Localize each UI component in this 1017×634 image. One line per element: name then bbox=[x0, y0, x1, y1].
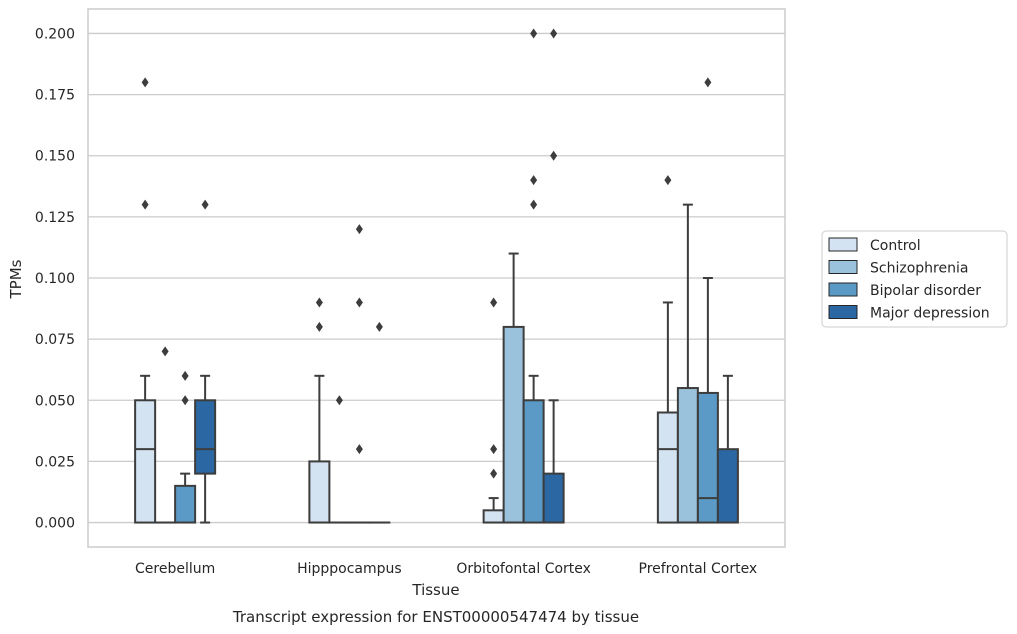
box-body bbox=[656, 411, 679, 524]
box-layer bbox=[134, 203, 739, 524]
box-body bbox=[134, 399, 157, 524]
outlier-point bbox=[335, 395, 343, 406]
outlier-point bbox=[530, 175, 538, 186]
x-tick-label: Prefrontal Cortex bbox=[639, 561, 758, 577]
outlier-point bbox=[530, 199, 538, 210]
y-tick-label: 0.100 bbox=[35, 271, 75, 287]
box-body bbox=[308, 460, 331, 524]
y-tick-label: 0.025 bbox=[35, 454, 75, 470]
outlier-point bbox=[201, 199, 209, 210]
legend-label: Bipolar disorder bbox=[870, 283, 981, 299]
outlier-layer bbox=[141, 28, 712, 479]
legend-swatch bbox=[828, 260, 858, 274]
y-tick-label: 0.200 bbox=[35, 26, 75, 42]
chart-title: Transcript expression for ENST0000054747… bbox=[232, 608, 639, 626]
y-tick-label: 0.075 bbox=[35, 332, 75, 348]
outlier-point bbox=[490, 297, 498, 308]
outlier-point bbox=[375, 321, 383, 332]
legend-swatch bbox=[828, 282, 858, 297]
box-bipolar-disorder bbox=[696, 277, 719, 524]
box-body bbox=[174, 484, 197, 524]
x-tick-labels: Cerebellum Hipppocampus Orbitofontal Corte… bbox=[135, 561, 757, 577]
y-tick-label: 0.125 bbox=[35, 210, 75, 226]
outlier-point bbox=[315, 321, 323, 332]
x-axis-label: Tissue bbox=[411, 581, 459, 599]
outlier-point bbox=[181, 395, 189, 406]
box-schizophrenia bbox=[676, 203, 699, 524]
box-body bbox=[542, 472, 565, 524]
outlier-point bbox=[181, 370, 189, 381]
box-bipolar-disorder bbox=[174, 472, 197, 524]
box-body bbox=[716, 448, 739, 524]
y-tick-label: 0.050 bbox=[35, 393, 75, 409]
legend: Control Schizophrenia Bipolar disorder Majo… bbox=[821, 230, 1008, 328]
x-tick-label: Orbitofontal Cortex bbox=[456, 561, 591, 577]
outlier-point bbox=[664, 175, 672, 186]
legend-swatch bbox=[828, 305, 858, 319]
plot-frame bbox=[87, 8, 786, 548]
box-control bbox=[308, 374, 331, 524]
outlier-point bbox=[141, 77, 149, 88]
outlier-point bbox=[550, 28, 558, 39]
outlier-point bbox=[355, 444, 363, 455]
y-axis-label: TPMs bbox=[7, 259, 25, 299]
box-major-depression bbox=[716, 374, 739, 524]
outlier-point bbox=[704, 77, 712, 88]
box-schizophrenia bbox=[502, 252, 525, 524]
box-body bbox=[522, 399, 545, 524]
legend-label: Major depression bbox=[870, 306, 990, 322]
box-control bbox=[134, 374, 157, 524]
box-body bbox=[676, 387, 699, 524]
x-tick-label: Hipppocampus bbox=[297, 561, 402, 577]
box-body bbox=[194, 399, 217, 475]
y-tick-label: 0.000 bbox=[35, 516, 75, 532]
outlier-point bbox=[141, 199, 149, 210]
box-body bbox=[482, 509, 505, 524]
legend-label: Control bbox=[870, 238, 921, 254]
box-control bbox=[656, 301, 679, 524]
outlier-point bbox=[161, 346, 169, 357]
box-bipolar-disorder bbox=[522, 374, 545, 524]
outlier-point bbox=[315, 297, 323, 308]
y-tick-labels: 0.000 0.025 0.050 0.075 0.100 0.125 0.150 0.175… bbox=[35, 26, 75, 531]
y-tick-label: 0.175 bbox=[35, 88, 75, 104]
box-control bbox=[482, 497, 505, 524]
legend-frame bbox=[821, 230, 1008, 328]
y-tick-label: 0.150 bbox=[35, 149, 75, 165]
box-body bbox=[696, 391, 719, 524]
outlier-point bbox=[490, 468, 498, 479]
legend-label: Schizophrenia bbox=[870, 261, 968, 277]
outlier-point bbox=[530, 28, 538, 39]
legend-swatch bbox=[828, 237, 858, 252]
outlier-point bbox=[490, 444, 498, 455]
outlier-point bbox=[550, 150, 558, 161]
box-body bbox=[502, 325, 525, 524]
box-major-depression bbox=[194, 374, 217, 524]
outlier-point bbox=[355, 224, 363, 235]
outlier-point bbox=[355, 297, 363, 308]
box-major-depression bbox=[542, 399, 565, 524]
x-tick-label: Cerebellum bbox=[135, 561, 215, 577]
